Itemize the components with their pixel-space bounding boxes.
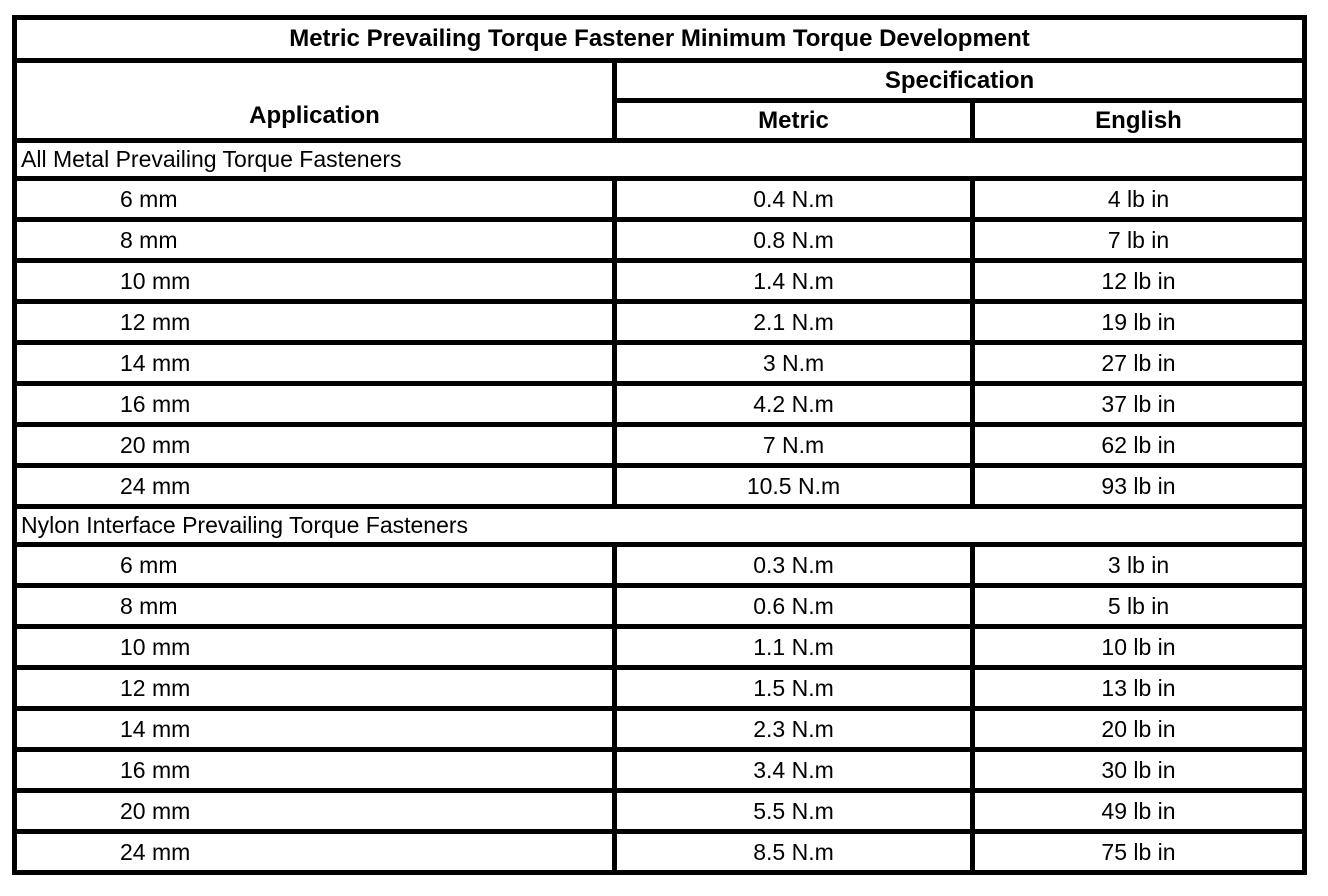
metric-value-cell: 0.4 N.m — [612, 176, 975, 222]
table-row: 6 mm 0.3 N.m 3 lb in — [12, 542, 1308, 588]
column-header-english: English — [969, 98, 1308, 143]
application-cell: 6 mm — [12, 542, 617, 588]
application-cell: 8 mm — [12, 217, 617, 263]
application-cell: 12 mm — [12, 665, 617, 711]
english-value-cell: 5 lb in — [969, 583, 1308, 629]
application-cell: 14 mm — [12, 340, 617, 386]
table-row: 16 mm 3.4 N.m 30 lb in — [12, 747, 1308, 793]
column-header-specification: Specification — [611, 58, 1308, 103]
application-cell: 14 mm — [12, 706, 617, 752]
section-header-row: All Metal Prevailing Torque Fasteners — [11, 138, 1308, 181]
metric-value-cell: 5.5 N.m — [612, 788, 975, 834]
table-title-row: Metric Prevailing Torque Fastener Minimu… — [11, 15, 1308, 63]
table-row: 16 mm 4.2 N.m 37 lb in — [12, 381, 1308, 427]
table-row: 24 mm 10.5 N.m 93 lb in — [12, 463, 1308, 509]
metric-value-cell: 1.4 N.m — [612, 258, 975, 304]
table-title: Metric Prevailing Torque Fastener Minimu… — [11, 15, 1308, 63]
metric-value-cell: 1.1 N.m — [612, 624, 975, 670]
metric-value-cell: 2.1 N.m — [612, 299, 975, 345]
metric-value-cell: 10.5 N.m — [612, 463, 975, 509]
english-value-cell: 19 lb in — [969, 299, 1308, 345]
table-row: 6 mm 0.4 N.m 4 lb in — [12, 176, 1308, 222]
table-row: 14 mm 3 N.m 27 lb in — [12, 340, 1308, 386]
english-value-cell: 49 lb in — [969, 788, 1308, 834]
metric-value-cell: 1.5 N.m — [612, 665, 975, 711]
application-cell: 10 mm — [12, 624, 617, 670]
column-header-metric: Metric — [612, 98, 975, 143]
table-row: 12 mm 1.5 N.m 13 lb in — [12, 665, 1308, 711]
metric-value-cell: 3.4 N.m — [612, 747, 975, 793]
metric-value-cell: 3 N.m — [612, 340, 975, 386]
section-header-all-metal: All Metal Prevailing Torque Fasteners — [11, 138, 1308, 181]
metric-value-cell: 0.6 N.m — [612, 583, 975, 629]
application-cell: 6 mm — [12, 176, 617, 222]
table-row: 10 mm 1.4 N.m 12 lb in — [12, 258, 1308, 304]
table-row: 8 mm 0.6 N.m 5 lb in — [12, 583, 1308, 629]
table-row: 8 mm 0.8 N.m 7 lb in — [12, 217, 1308, 263]
english-value-cell: 4 lb in — [969, 176, 1308, 222]
english-value-cell: 75 lb in — [969, 829, 1308, 875]
english-value-cell: 37 lb in — [969, 381, 1308, 427]
application-cell: 10 mm — [12, 258, 617, 304]
table-row: 24 mm 8.5 N.m 75 lb in — [12, 829, 1308, 875]
english-value-cell: 27 lb in — [969, 340, 1308, 386]
header-row-specification: Application Specification — [12, 58, 1308, 143]
english-value-cell: 93 lb in — [969, 463, 1308, 509]
table-row: 14 mm 2.3 N.m 20 lb in — [12, 706, 1308, 752]
application-cell: 24 mm — [12, 829, 617, 875]
table-row: 20 mm 7 N.m 62 lb in — [12, 422, 1308, 468]
application-cell: 24 mm — [12, 463, 617, 509]
application-cell: 16 mm — [12, 747, 617, 793]
english-value-cell: 3 lb in — [969, 542, 1308, 588]
english-value-cell: 30 lb in — [969, 747, 1308, 793]
english-value-cell: 12 lb in — [969, 258, 1308, 304]
metric-value-cell: 0.8 N.m — [612, 217, 975, 263]
english-value-cell: 62 lb in — [969, 422, 1308, 468]
metric-value-cell: 4.2 N.m — [612, 381, 975, 427]
metric-value-cell: 0.3 N.m — [612, 542, 975, 588]
english-value-cell: 7 lb in — [969, 217, 1308, 263]
metric-value-cell: 8.5 N.m — [612, 829, 975, 875]
application-cell: 8 mm — [12, 583, 617, 629]
english-value-cell: 10 lb in — [969, 624, 1308, 670]
header-row-units: Metric English — [15, 98, 1308, 143]
english-value-cell: 13 lb in — [969, 665, 1308, 711]
metric-value-cell: 2.3 N.m — [612, 706, 975, 752]
application-cell: 12 mm — [12, 299, 617, 345]
metric-value-cell: 7 N.m — [612, 422, 975, 468]
application-cell: 20 mm — [12, 422, 617, 468]
table-row: 10 mm 1.1 N.m 10 lb in — [12, 624, 1308, 670]
table-row: 12 mm 2.1 N.m 19 lb in — [12, 299, 1308, 345]
section-header-nylon-interface: Nylon Interface Prevailing Torque Fasten… — [11, 504, 1308, 547]
torque-spec-table: Metric Prevailing Torque Fastener Minimu… — [11, 15, 1308, 875]
english-value-cell: 20 lb in — [969, 706, 1308, 752]
column-header-application: Application — [12, 58, 617, 143]
application-cell: 20 mm — [12, 788, 617, 834]
section-header-row: Nylon Interface Prevailing Torque Fasten… — [11, 504, 1308, 547]
application-cell: 16 mm — [12, 381, 617, 427]
table-row: 20 mm 5.5 N.m 49 lb in — [12, 788, 1308, 834]
